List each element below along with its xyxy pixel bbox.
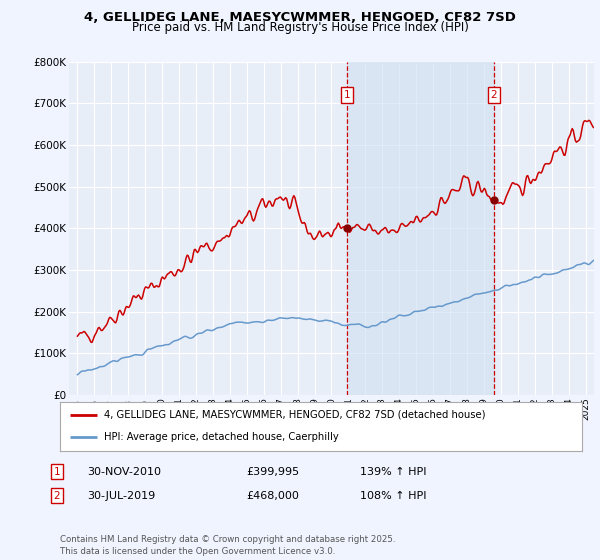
Text: 1: 1 [344,90,350,100]
Text: 2: 2 [490,90,497,100]
Text: 30-NOV-2010: 30-NOV-2010 [87,466,161,477]
Text: 4, GELLIDEG LANE, MAESYCWMMER, HENGOED, CF82 7SD: 4, GELLIDEG LANE, MAESYCWMMER, HENGOED, … [84,11,516,24]
Text: Price paid vs. HM Land Registry's House Price Index (HPI): Price paid vs. HM Land Registry's House … [131,21,469,34]
Text: 1: 1 [53,466,61,477]
Text: £399,995: £399,995 [246,466,299,477]
Text: 4, GELLIDEG LANE, MAESYCWMMER, HENGOED, CF82 7SD (detached house): 4, GELLIDEG LANE, MAESYCWMMER, HENGOED, … [104,410,486,420]
Text: HPI: Average price, detached house, Caerphilly: HPI: Average price, detached house, Caer… [104,432,339,442]
Text: 108% ↑ HPI: 108% ↑ HPI [360,491,427,501]
Text: 30-JUL-2019: 30-JUL-2019 [87,491,155,501]
Bar [347,62,494,395]
Text: 139% ↑ HPI: 139% ↑ HPI [360,466,427,477]
Text: £468,000: £468,000 [246,491,299,501]
Text: Contains HM Land Registry data © Crown copyright and database right 2025.
This d: Contains HM Land Registry data © Crown c… [60,535,395,556]
Text: 2: 2 [53,491,61,501]
